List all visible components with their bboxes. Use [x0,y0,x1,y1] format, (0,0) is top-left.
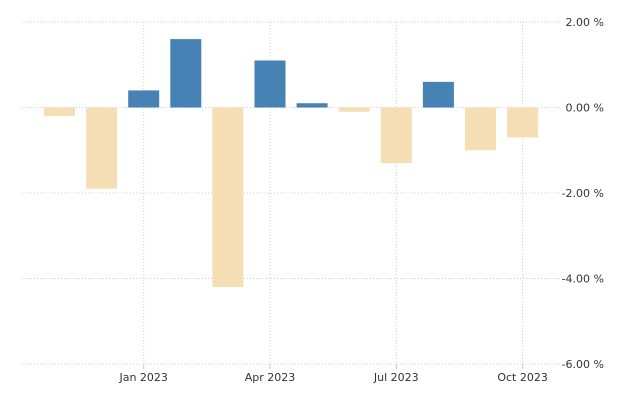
y-tick-label: 0.00 % [566,102,604,115]
x-tick-label: Apr 2023 [245,371,296,384]
grid-layer [22,21,560,365]
y-tick-label: 2.00 % [566,16,604,29]
bar-dec-2022[interactable] [86,107,118,189]
x-tick-label: Oct 2023 [497,371,548,384]
bar-aug-2023[interactable] [422,81,454,108]
x-axis: Jan 2023 Apr 2023 Jul 2023 Oct 2023 [118,364,548,384]
y-tick-label: -6.00 % [562,358,604,371]
bar-may-2023[interactable] [296,103,328,108]
y-axis: 2.00 % 0.00 % -2.00 % -4.00 % -6.00 % [562,16,604,371]
bar-oct-2023[interactable] [507,107,539,138]
bar-apr-2023[interactable] [254,60,286,108]
bar-feb-2023[interactable] [170,39,202,108]
bar-jan-2023[interactable] [128,90,160,108]
y-tick-label: -2.00 % [562,187,604,200]
bar-nov-2022[interactable] [44,107,75,117]
y-tick-label: -4.00 % [562,273,604,286]
bar-jul-2023[interactable] [380,107,412,164]
bars-layer [44,39,539,288]
bar-mar-2023[interactable] [212,107,244,288]
bar-sep-2023[interactable] [465,107,496,151]
bar-jun-2023[interactable] [338,107,370,112]
x-tick-label: Jan 2023 [118,371,167,384]
x-tick-label: Jul 2023 [373,371,419,384]
